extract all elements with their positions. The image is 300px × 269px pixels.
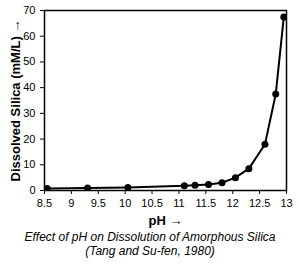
svg-text:70: 70 xyxy=(23,4,35,16)
svg-text:10: 10 xyxy=(119,197,131,209)
svg-text:9.5: 9.5 xyxy=(91,197,106,209)
svg-text:50: 50 xyxy=(23,55,35,67)
svg-text:Dissolved Silica (mM/L) →: Dissolved Silica (mM/L) → xyxy=(8,20,23,182)
svg-text:40: 40 xyxy=(23,81,35,93)
svg-text:11: 11 xyxy=(173,197,184,209)
svg-text:10.5: 10.5 xyxy=(141,197,162,209)
svg-text:10: 10 xyxy=(23,158,35,170)
svg-text:8.5: 8.5 xyxy=(37,197,52,209)
html-text:Effect of pH on Dissolution of: Effect of pH on Dissolution of Amorphous… xyxy=(24,230,276,258)
svg-text:12: 12 xyxy=(227,197,239,209)
svg-text:0: 0 xyxy=(29,184,35,196)
svg-text:60: 60 xyxy=(23,30,35,42)
svg-text:9: 9 xyxy=(68,197,74,209)
svg-text:13: 13 xyxy=(280,197,292,209)
svg-text:11.5: 11.5 xyxy=(196,197,217,209)
svg-text:30: 30 xyxy=(23,107,35,119)
svg-text:pH →: pH → xyxy=(149,213,183,228)
svg-text:20: 20 xyxy=(23,133,35,145)
svg-text:12.5: 12.5 xyxy=(249,197,270,209)
